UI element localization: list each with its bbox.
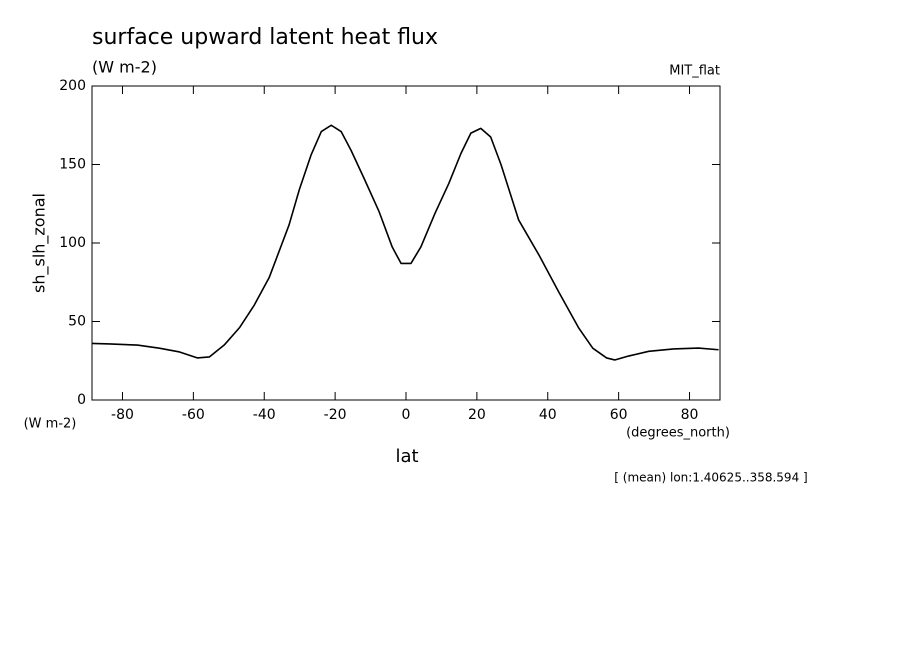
- x-tick-label: 80: [681, 407, 699, 423]
- y-tick-label: 100: [59, 235, 86, 251]
- y-tick-label: 200: [59, 78, 86, 94]
- y-units: (W m-2): [24, 417, 77, 432]
- x-tick-label: 40: [539, 407, 557, 423]
- y-tick-label: 0: [77, 392, 86, 408]
- y-tick-label: 50: [68, 314, 86, 330]
- x-tick-label: -60: [182, 407, 205, 423]
- x-tick-label: 0: [402, 407, 411, 423]
- chart-title: surface upward latent heat flux: [92, 25, 438, 50]
- x-tick-label: -20: [324, 407, 347, 423]
- x-axis-label: lat: [395, 446, 418, 467]
- data-line: [91, 124, 719, 361]
- dataset-label: MIT_flat: [669, 64, 720, 79]
- y-axis-label: sh_slh_zonal: [30, 193, 50, 293]
- y-tick-label: 150: [59, 157, 86, 173]
- x-units: (degrees_north): [626, 426, 730, 441]
- x-tick-label: 20: [468, 407, 486, 423]
- x-tick-label: -40: [253, 407, 276, 423]
- x-tick-label: 60: [610, 407, 628, 423]
- annotation: [ (mean) lon:1.40625..358.594 ]: [614, 471, 807, 485]
- x-tick-label: -80: [111, 407, 134, 423]
- subtitle: (W m-2): [92, 58, 157, 77]
